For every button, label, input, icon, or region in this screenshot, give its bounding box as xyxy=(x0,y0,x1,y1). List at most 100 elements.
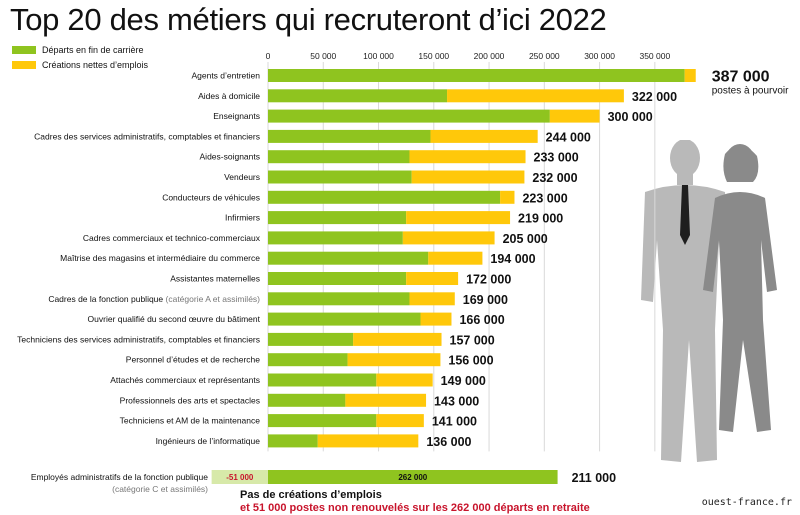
bar-departs xyxy=(268,373,377,387)
footnote: Pas de créations d’emplois et 51 000 pos… xyxy=(240,489,590,515)
category-label: Maîtrise des magasins et intermédiaire d… xyxy=(60,253,260,263)
bar-creations xyxy=(347,353,441,367)
x-tick-label: 200 000 xyxy=(474,51,505,61)
category-label: Professionnels des arts et spectacles xyxy=(120,395,260,405)
value-label: 143 000 xyxy=(434,394,479,408)
legend-item-departs: Départs en fin de carrière xyxy=(12,45,144,55)
bar-creations xyxy=(345,393,427,407)
bar-departs xyxy=(268,434,318,448)
category-label: Enseignants xyxy=(213,111,260,121)
value-label: 141 000 xyxy=(432,415,477,429)
tie-shape xyxy=(680,185,690,245)
category-label: Ouvrier qualifié du second œuvre du bâti… xyxy=(88,314,261,324)
bar-creations xyxy=(406,211,511,225)
bar-departs xyxy=(268,69,685,82)
category-label: Vendeurs xyxy=(224,172,260,182)
value-label: 232 000 xyxy=(532,171,577,185)
value-label: 194 000 xyxy=(490,252,535,266)
category-label: Techniciens des services administratifs,… xyxy=(17,334,260,344)
bar-creations xyxy=(409,150,526,164)
bar-departs xyxy=(268,170,412,184)
value-label: 149 000 xyxy=(441,374,486,388)
legend-swatch-creations xyxy=(12,61,36,69)
x-tick-label: 300 000 xyxy=(584,51,615,61)
value-label: 322 000 xyxy=(632,90,677,104)
legend-swatch-departs xyxy=(12,46,36,54)
bar-creations xyxy=(376,414,424,428)
bar-departs xyxy=(268,150,410,164)
category-label: Ingénieurs de l’informatique xyxy=(156,436,261,446)
category-label-main: Cadres de la fonction publique xyxy=(48,294,165,304)
bar-departs xyxy=(268,353,348,367)
value-label: 136 000 xyxy=(426,435,471,449)
bar-departs xyxy=(268,231,403,245)
legend-label-departs: Départs en fin de carrière xyxy=(42,45,144,55)
legend-label-creations: Créations nettes d’emplois xyxy=(42,60,149,70)
value-label: 169 000 xyxy=(463,293,508,307)
bar-departs xyxy=(268,393,346,407)
category-labels: Agents d’entretien Aides à domicile Enseig… xyxy=(17,71,261,446)
value-label: 219 000 xyxy=(518,212,563,226)
value-label: 172 000 xyxy=(466,273,511,287)
bar-departs xyxy=(268,211,407,225)
bar-departs xyxy=(268,332,354,346)
category-label: Attachés commerciaux et représentants xyxy=(110,375,260,385)
value-label: 205 000 xyxy=(503,232,548,246)
bar-creations xyxy=(376,373,433,387)
category-label: Personnel d’études et de recherche xyxy=(126,355,260,365)
bar-creations xyxy=(317,434,419,448)
legend-item-creations: Créations nettes d’emplois xyxy=(12,60,148,70)
bar-departs xyxy=(268,414,377,428)
business-people-illustration xyxy=(641,140,777,462)
category-label: Aides-soignants xyxy=(200,152,260,162)
footnote-line2: et 51 000 postes non renouvelés sur les … xyxy=(240,502,590,514)
category-label: Infirmiers xyxy=(225,213,260,223)
footnote-line1: Pas de créations d’emplois xyxy=(240,489,382,501)
bar-departs xyxy=(268,251,429,265)
value-label-extra: 211 000 xyxy=(572,471,617,485)
bar-creations xyxy=(420,312,452,326)
x-tick-label: 50 000 xyxy=(310,51,336,61)
chart-title: Top 20 des métiers qui recruteront d’ici… xyxy=(10,2,607,37)
bar-creations xyxy=(411,170,525,184)
value-label: 300 000 xyxy=(608,110,653,124)
category-label: Cadres de la fonction publique (catégori… xyxy=(48,294,260,304)
bar-departs xyxy=(268,89,448,103)
chart-bars xyxy=(268,69,696,448)
bar-creations xyxy=(428,251,483,265)
bar-departs xyxy=(268,129,431,143)
bar-departs-extra xyxy=(268,470,558,484)
category-label: Assistantes maternelles xyxy=(170,274,260,284)
source-credit: ouest-france.fr xyxy=(701,497,792,508)
extra-row: -51 000 262 000 211 000 Employés administra… xyxy=(31,470,616,494)
value-label: 387 000 xyxy=(712,69,770,86)
departs-value-label: 262 000 xyxy=(398,473,427,482)
bar-creations xyxy=(549,109,600,123)
bar-negative xyxy=(211,470,268,484)
bar-creations xyxy=(353,332,442,346)
value-label: 156 000 xyxy=(448,354,493,368)
bar-creations xyxy=(402,231,495,245)
extra-row-label: Employés administratifs de la fonction p… xyxy=(31,472,208,482)
value-label: 223 000 xyxy=(522,191,567,205)
category-label: Techniciens et AM de la maintenance xyxy=(120,416,261,426)
value-label: 244 000 xyxy=(546,130,591,144)
category-label: Cadres des services administratifs, comp… xyxy=(34,131,260,141)
bar-creations xyxy=(684,69,696,82)
x-tick-label: 0 xyxy=(266,51,271,61)
category-label: Conducteurs de véhicules xyxy=(162,192,260,202)
bar-departs xyxy=(268,292,410,306)
bar-departs xyxy=(268,190,501,204)
category-label: Cadres commerciaux et technico-commercia… xyxy=(83,233,261,243)
bar-creations xyxy=(430,129,538,143)
x-tick-label: 350 000 xyxy=(639,51,670,61)
bar-departs xyxy=(268,312,421,326)
negative-value-label: -51 000 xyxy=(226,473,254,482)
value-label: 157 000 xyxy=(450,333,495,347)
bar-creations xyxy=(406,272,459,285)
woman-silhouette xyxy=(703,144,777,432)
annotation-postes: postes à pourvoir xyxy=(712,86,789,97)
category-label: Aides à domicile xyxy=(198,91,260,101)
